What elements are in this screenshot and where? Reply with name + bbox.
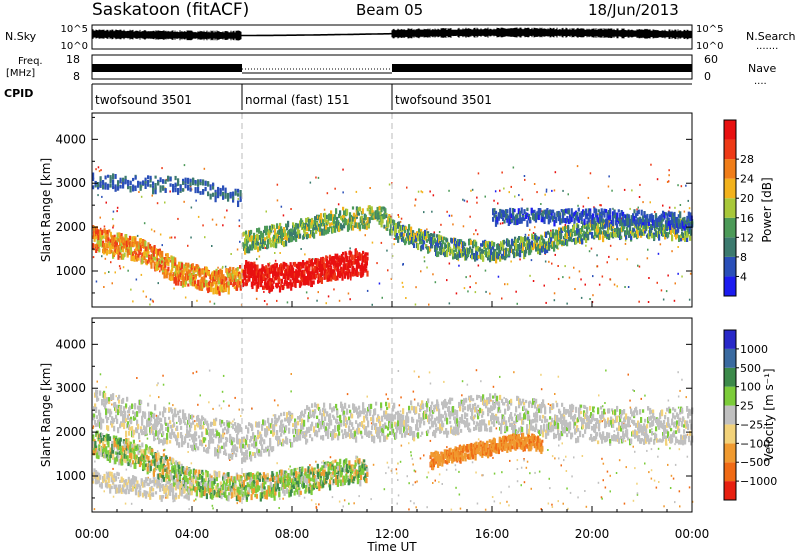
colorbar-swatch-5 [724,386,736,406]
cpid-segment-0: twofsound 3501 [95,93,192,107]
velocity-axes: 1000 2000 3000 4000 [55,321,692,499]
time-axis-label: Time UT [366,540,417,554]
x-tick-label-0: 00:00 [75,527,110,541]
velocity-heatmap [92,318,694,512]
power-heatmap [92,113,694,307]
nave-legend: .... [754,76,767,87]
cpid-track: twofsound 3501 normal (fast) 151 twofsound… [91,83,692,110]
colorbar-swatch-0 [724,481,736,500]
colorbar-tick-label-1: −500 [740,456,770,469]
y-tick-label-1000: 1000 [55,264,86,278]
nave-right-tick-top: 60 [704,53,718,66]
cpid-segment-1: normal (fast) 151 [245,93,349,107]
velocity-ylabel: Slant Range [km] [39,363,53,467]
colorbar-swatch-3 [724,424,736,444]
freq-label-line1: Freq. [18,56,43,67]
colorbar-frame [723,329,737,501]
colorbar-tick-label-6: 500 [740,362,761,375]
colorbar-tick-label-0: 4 [740,270,747,283]
colorbar-tick-label-1: 8 [740,251,747,264]
colorbar-swatch-7 [724,348,736,368]
freq-band-2 [392,64,692,72]
colorbar-swatch-4 [724,198,736,218]
colorbar-swatch-6 [724,367,736,387]
power-colorbar-label: Power [dB] [760,177,774,242]
x-tick-label-6: 00:00 [675,527,710,541]
colorbar-tick-label-7: 1000 [740,343,768,356]
colorbar-swatch-2 [724,443,736,463]
time-axis: 00:00 04:00 08:00 12:00 16:00 20:00 00:00 [75,301,710,541]
nsky-label: N.Sky [5,30,37,43]
colorbar-swatch-2 [724,237,736,257]
x-tick-label-2: 08:00 [275,527,310,541]
colorbar-tick-label-2: −100 [740,437,770,450]
colorbar-swatch-8 [724,330,736,349]
colorbar-tick-label-0: −1000 [740,475,777,488]
colorbar-swatch-5 [724,178,736,199]
y-tick-label-2000: 2000 [55,220,86,234]
y-tick-label-4000: 4000 [55,132,86,146]
nave-label: Nave [748,62,776,75]
colorbar-tick-label-6: 28 [740,153,754,166]
nsky-trace [91,27,692,41]
x-tick-label-3: 12:00 [375,527,410,541]
velocity-colorbar: −1000 −500 −100 −25 25 100 500 1000 [723,329,777,501]
colorbar-tick-label-4: 20 [740,192,754,205]
x-tick-label-1: 04:00 [175,527,210,541]
colorbar-swatch-1 [724,256,736,277]
power-axes: 1000 2000 3000 4000 [55,116,692,294]
colorbar-swatch-1 [724,462,736,482]
x-tick-label-5: 20:00 [575,527,610,541]
station-title: Saskatoon (fitACF) [92,0,249,20]
cpid-label: CPID [4,87,33,100]
colorbar-tick-label-5: 100 [740,381,761,394]
colorbar-tick-label-2: 12 [740,231,754,244]
y-tick-label-1000: 1000 [55,469,86,483]
colorbar-swatch-7 [724,139,736,160]
freq-label-line2: [MHz] [6,68,35,79]
colorbar-tick-label-4: 25 [740,400,754,413]
colorbar-swatch-3 [724,217,736,238]
nsky-left-tick-top: 10^5 [61,24,88,35]
beam-title: Beam 05 [356,1,423,19]
colorbar-tick-label-3: −25 [740,418,763,431]
colorbar-tick-label-3: 16 [740,212,754,225]
colorbar-swatch-8 [724,120,736,140]
freq-left-tick-top: 18 [66,53,80,66]
nsearch-legend: ....... [756,41,778,52]
y-tick-label-2000: 2000 [55,425,86,439]
freq-band-1 [92,64,242,72]
colorbar-swatch-4 [724,405,736,425]
colorbar-frame [723,119,737,297]
colorbar-tick-label-5: 24 [740,173,754,186]
y-tick-label-4000: 4000 [55,337,86,351]
colorbar-swatch-0 [724,276,736,296]
nsky-right-tick-bottom: 10^0 [696,41,723,52]
nsky-right-tick-top: 10^5 [696,24,723,35]
y-tick-label-3000: 3000 [55,381,86,395]
y-tick-label-3000: 3000 [55,176,86,190]
nave-right-tick-bottom: 0 [704,70,711,83]
power-ylabel: Slant Range [km] [39,158,53,262]
velocity-colorbar-label: Velocity [m s⁻¹] [762,368,776,461]
colorbar-swatch-6 [724,159,736,179]
nsky-left-tick-bottom: 10^0 [61,41,88,52]
nsearch-label: N.Search [746,30,796,43]
power-colorbar: 4 8 12 16 20 24 28 [723,119,754,297]
x-tick-label-4: 16:00 [475,527,510,541]
nsky-line [91,27,692,41]
cpid-segment-2: twofsound 3501 [395,93,492,107]
freq-trace [92,64,692,74]
date-title: 18/Jun/2013 [588,1,679,19]
freq-left-tick-bottom: 8 [73,70,80,83]
